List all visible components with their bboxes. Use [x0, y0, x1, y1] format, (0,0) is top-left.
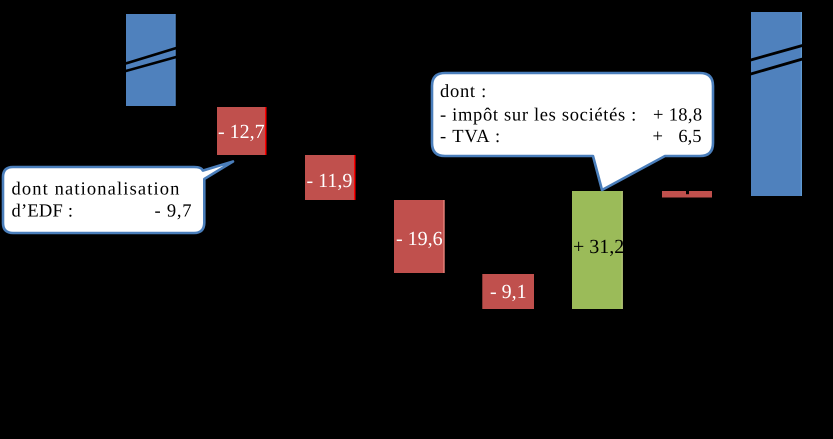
- svg-text:- TVA :: - TVA :: [440, 127, 501, 147]
- svg-text:d’EDF :: d’EDF :: [12, 202, 74, 222]
- svg-text:- 9,7: - 9,7: [154, 202, 192, 222]
- svg-text:dont nationalisation: dont nationalisation: [12, 180, 181, 200]
- svg-text:- 19,6: - 19,6: [396, 228, 443, 250]
- svg-text:+: +: [653, 127, 663, 147]
- svg-text:+ 31,2: + 31,2: [573, 236, 624, 258]
- svg-text:- impôt sur les sociétés :: - impôt sur les sociétés :: [440, 106, 637, 126]
- svg-text:- 12,7: - 12,7: [218, 121, 265, 143]
- svg-text:- 11,9: - 11,9: [307, 170, 353, 192]
- svg-text:6,5: 6,5: [678, 127, 701, 147]
- svg-text:+ 18,8: + 18,8: [653, 106, 703, 126]
- svg-text:dont :: dont :: [440, 82, 487, 102]
- svg-text:- 9,1: - 9,1: [490, 281, 527, 303]
